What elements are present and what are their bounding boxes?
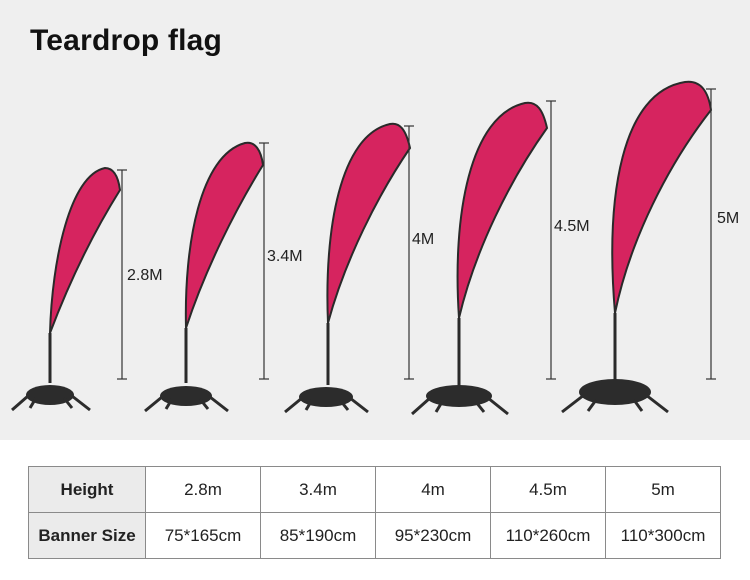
table-cell: 5m xyxy=(605,466,721,513)
table-row-banner-size: Banner Size 75*165cm 85*190cm 95*230cm 1… xyxy=(28,512,721,559)
flag-base xyxy=(579,379,651,405)
teardrop-flag-2-8m: 2.8M xyxy=(11,166,163,412)
flag-banner xyxy=(326,122,412,324)
table-cell: 85*190cm xyxy=(260,512,376,559)
row-header: Banner Size xyxy=(28,512,146,559)
teardrop-flag-3-4m: 3.4M xyxy=(144,141,303,413)
base-leg xyxy=(411,396,431,416)
base-leg xyxy=(487,396,509,416)
table-cell: 2.8m xyxy=(145,466,261,513)
height-label: 4M xyxy=(412,231,434,248)
spec-table: Height 2.8m 3.4m 4m 4.5m 5m Banner Size … xyxy=(28,466,721,559)
base-leg xyxy=(645,393,669,414)
table-cell: 4m xyxy=(375,466,491,513)
base-leg xyxy=(434,401,444,413)
base-leg xyxy=(198,398,210,410)
base-leg xyxy=(28,397,38,409)
flag-illustration: 2.8M 3.4M 4M xyxy=(11,80,739,416)
base-leg xyxy=(164,398,174,410)
flag-base xyxy=(426,385,492,407)
base-leg xyxy=(284,396,303,414)
teardrop-flag-4m: 4M xyxy=(284,122,434,414)
base-leg xyxy=(144,395,163,413)
teardrop-flag-4-5m: 4.5M xyxy=(411,100,590,416)
base-leg xyxy=(474,401,486,413)
table-cell: 3.4m xyxy=(260,466,376,513)
base-leg xyxy=(304,399,314,411)
base-leg xyxy=(586,399,598,412)
height-label: 4.5M xyxy=(554,218,590,235)
table-row-height: Height 2.8m 3.4m 4m 4.5m 5m xyxy=(28,466,721,513)
flag-banner xyxy=(611,80,713,314)
flag-base xyxy=(26,385,74,405)
flag-banner xyxy=(184,141,265,329)
table-cell: 95*230cm xyxy=(375,512,491,559)
table-cell: 110*300cm xyxy=(605,512,721,559)
base-leg xyxy=(349,396,369,414)
table-cell: 75*165cm xyxy=(145,512,261,559)
page-title: Teardrop flag xyxy=(30,24,223,57)
table-cell: 110*260cm xyxy=(490,512,606,559)
flag-banner xyxy=(49,166,122,334)
base-leg xyxy=(209,395,229,413)
height-label: 5M xyxy=(717,210,739,227)
base-leg xyxy=(62,397,74,409)
teardrop-flag-5m: 5M xyxy=(561,80,739,414)
table-cell: 4.5m xyxy=(490,466,606,513)
base-leg xyxy=(561,393,585,414)
height-label: 2.8M xyxy=(127,267,163,284)
base-leg xyxy=(632,399,644,412)
flag-banner xyxy=(456,101,549,319)
base-leg xyxy=(71,394,91,412)
base-leg xyxy=(338,399,350,411)
flag-base xyxy=(160,386,212,406)
row-header: Height xyxy=(28,466,146,513)
height-label: 3.4M xyxy=(267,248,303,265)
base-leg xyxy=(11,394,29,412)
